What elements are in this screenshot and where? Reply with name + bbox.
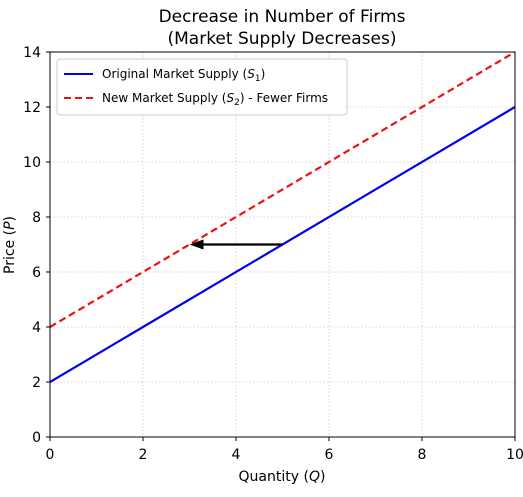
shift-arrow-head	[189, 239, 204, 250]
x-tick-label: 0	[46, 447, 55, 463]
series-line-new-supply	[50, 52, 515, 328]
y-tick-label: 10	[23, 155, 41, 171]
x-tick-label: 2	[139, 447, 148, 463]
plot-frame	[49, 51, 516, 438]
x-tick-label: 10	[506, 447, 523, 463]
chart-title-line-1: Decrease in Number of Firms	[159, 7, 406, 27]
y-tick-label: 4	[32, 320, 41, 336]
y-tick-label: 2	[32, 375, 41, 391]
legend: Original Market Supply (S1) New Market S…	[56, 58, 348, 116]
annotations	[189, 239, 283, 250]
y-tick-label: 6	[32, 265, 41, 281]
legend-box	[56, 58, 348, 116]
y-tick-label: 12	[23, 100, 41, 116]
chart-title-line-2: (Market Supply Decreases)	[167, 29, 396, 49]
y-tick-label: 0	[32, 430, 41, 446]
x-tick-label: 8	[418, 447, 427, 463]
legend-label-original-supply: Original Market Supply (S1)	[102, 67, 265, 84]
y-tick-label: 14	[23, 45, 41, 61]
x-tick-label: 4	[232, 447, 241, 463]
y-axis-label: Price (P)	[2, 216, 18, 274]
shift-arrow	[189, 239, 283, 250]
legend-label-new-supply: New Market Supply (S2) - Fewer Firms	[102, 91, 328, 108]
axis-ticks: 0 2 4 6 8 10 0 2 4 6 8 10 12 14	[23, 45, 523, 463]
x-tick-label: 6	[325, 447, 334, 463]
x-axis-label: Quantity (Q)	[239, 469, 326, 485]
y-tick-label: 8	[32, 210, 41, 226]
